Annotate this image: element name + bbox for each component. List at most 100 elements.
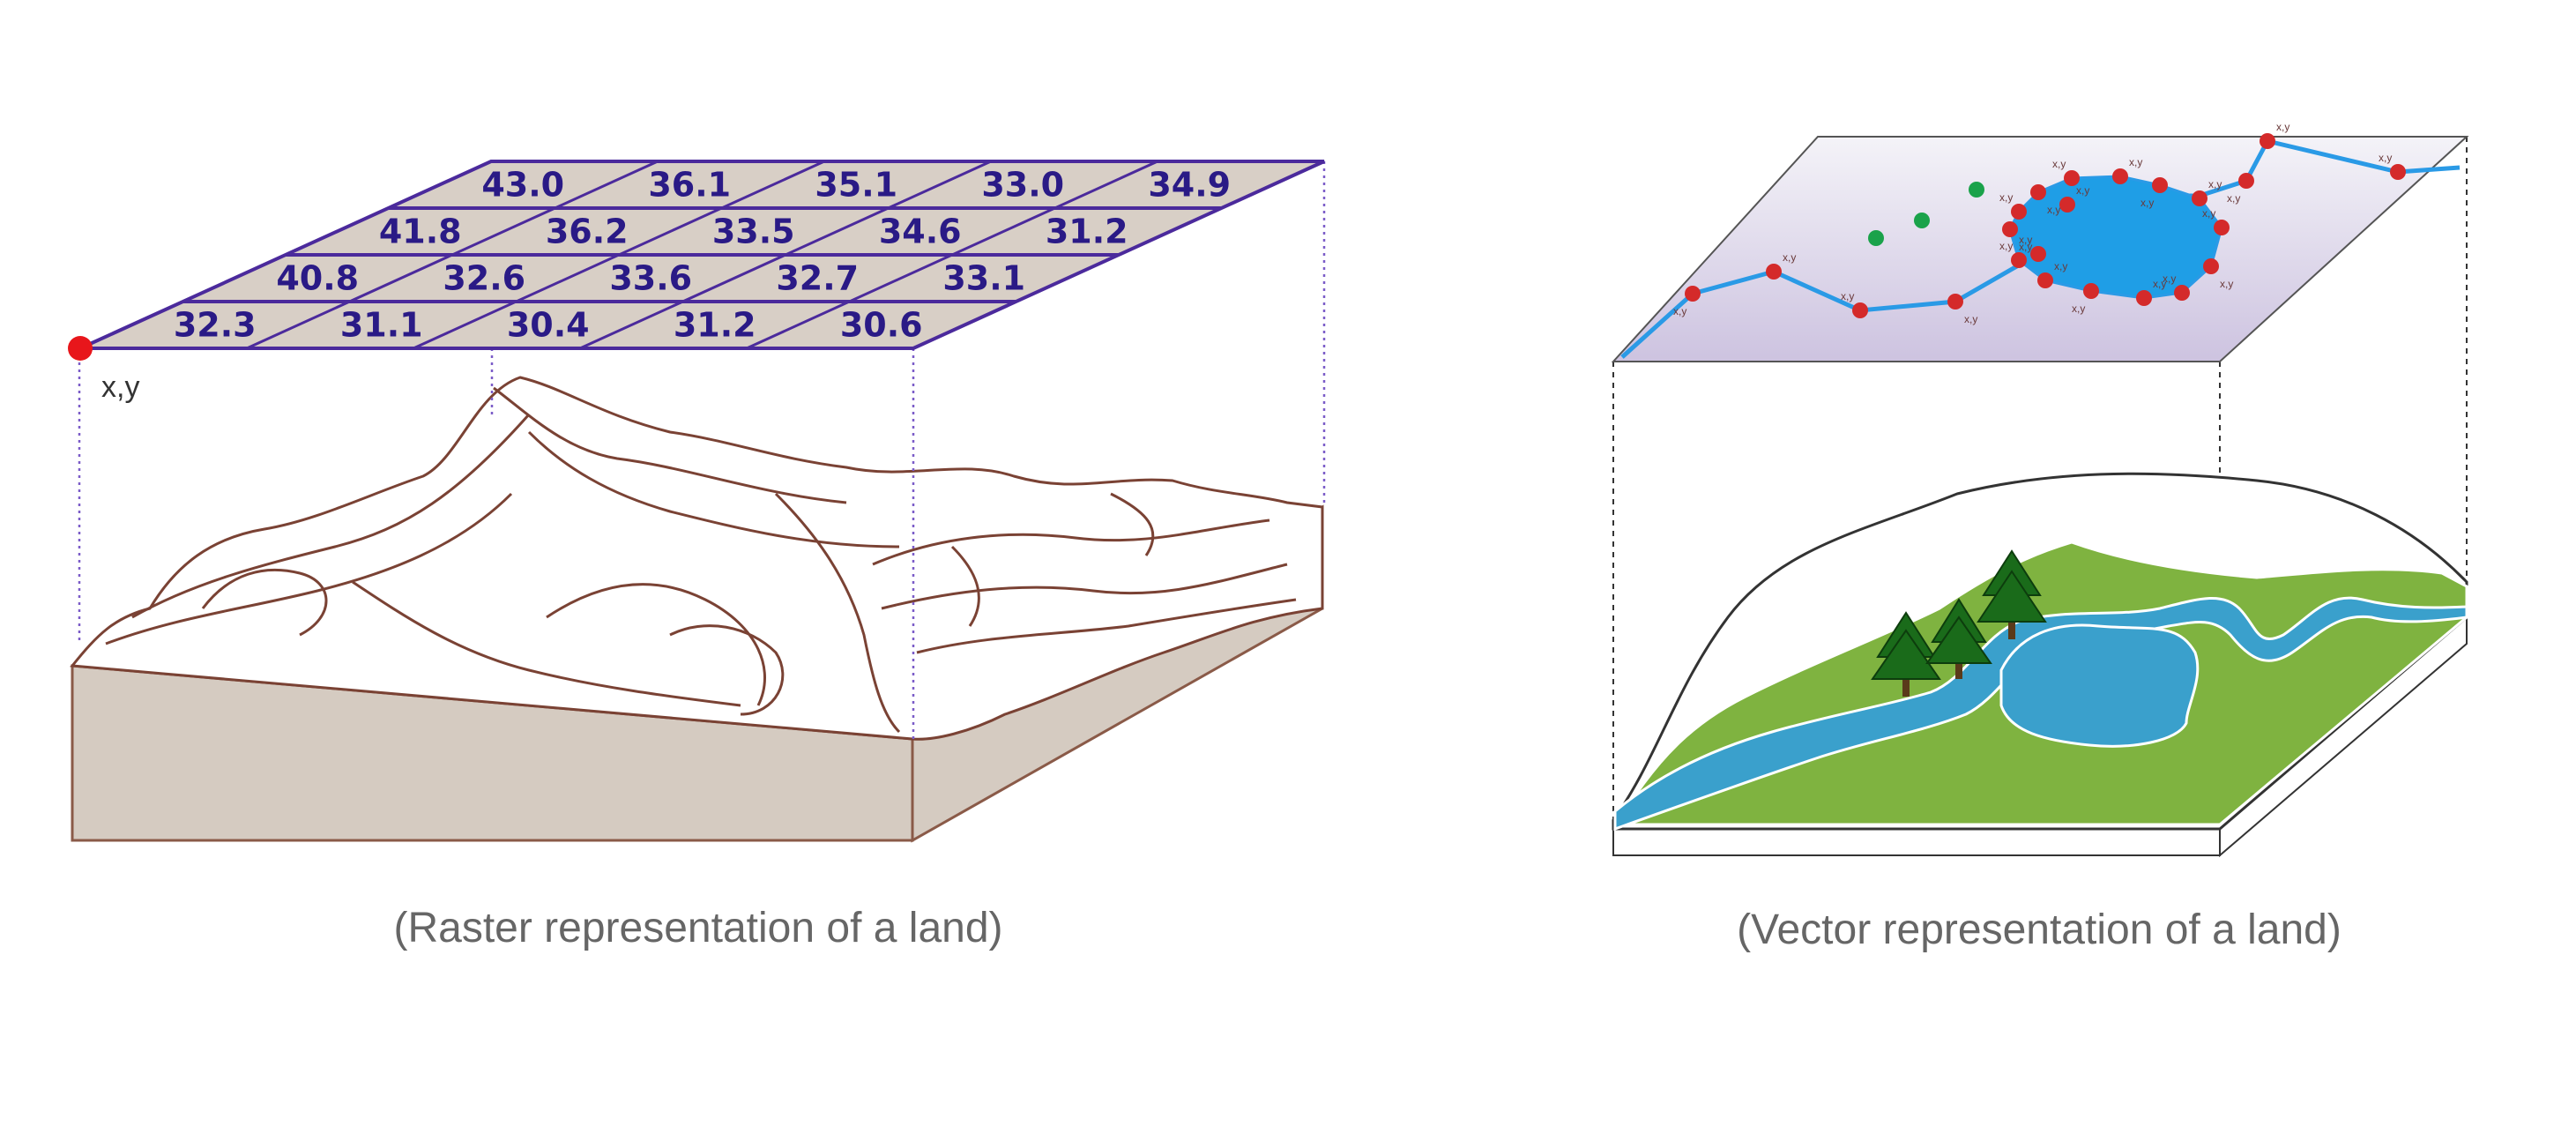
grid-cell-value: 31.2 bbox=[1046, 213, 1128, 251]
point-features bbox=[1868, 182, 1984, 246]
vertex-point bbox=[2064, 170, 2080, 186]
vertex-label: x,y bbox=[2076, 184, 2089, 197]
vertices: x,yx,yx,yx,yx,yx,yx,yx,yx,yx,yx,y x,yx,yx… bbox=[1673, 121, 2406, 325]
contour-line bbox=[881, 563, 1288, 610]
vertex-label: x,y bbox=[2208, 178, 2222, 190]
vertex-label: x,y bbox=[2276, 121, 2289, 133]
tree-icon bbox=[1977, 549, 2047, 639]
contour-line bbox=[105, 492, 513, 645]
vertex-point bbox=[1947, 294, 1963, 310]
vertex-label: x,y bbox=[2054, 260, 2067, 272]
vertex-point bbox=[1766, 264, 1782, 280]
vertex-point bbox=[2011, 204, 2027, 220]
vertex-label: x,y bbox=[2047, 204, 2060, 216]
grid-cell-value: 34.6 bbox=[879, 213, 962, 251]
grid-cell-value: 43.0 bbox=[481, 166, 564, 205]
contour-line bbox=[352, 580, 741, 707]
grid-col-line bbox=[579, 160, 992, 350]
vertex-point bbox=[2390, 164, 2406, 180]
contour-line bbox=[201, 568, 328, 637]
vertex-point bbox=[2192, 190, 2207, 206]
terrain-block bbox=[70, 376, 1324, 843]
vertex-label: x,y bbox=[1964, 313, 1977, 325]
slab-bottom-front bbox=[1612, 828, 2221, 856]
grid-cell-value: 35.1 bbox=[815, 166, 897, 205]
vertex-point bbox=[2174, 285, 2190, 301]
raster-grid: 43.0 36.1 35.1 33.0 34.9 41.8 36.2 33.5 34.6 31.2… bbox=[79, 160, 1325, 350]
green-point bbox=[1914, 213, 1930, 228]
grid-col-line bbox=[413, 160, 825, 350]
vertex-label: x,y bbox=[1999, 191, 2013, 204]
vertex-label: x,y bbox=[1673, 305, 1686, 317]
tree-icon bbox=[1925, 598, 1992, 679]
grid-col-line bbox=[746, 160, 1158, 350]
contour-line bbox=[493, 386, 847, 504]
lake bbox=[1999, 623, 2200, 748]
vertex-label: x,y bbox=[2019, 234, 2032, 246]
vertex-point bbox=[2037, 272, 2053, 288]
vertex-point bbox=[2083, 283, 2099, 299]
contour-line bbox=[546, 583, 766, 706]
grid-cell-value: 32.7 bbox=[776, 259, 859, 298]
trees bbox=[1871, 549, 2047, 697]
grid-cell-value: 30.4 bbox=[507, 306, 590, 345]
land-slab bbox=[1612, 472, 2468, 858]
grid-cell-value: 36.2 bbox=[546, 213, 629, 251]
vertex-point bbox=[2260, 133, 2275, 149]
grid-cell-value: 41.8 bbox=[379, 213, 462, 251]
vertex-point bbox=[2112, 168, 2128, 184]
vertex-label: x,y bbox=[2163, 272, 2176, 285]
raster-diagram: 43.0 36.1 35.1 33.0 34.9 41.8 36.2 33.5 34.6 31.2… bbox=[68, 160, 1326, 951]
grid-cell-value: 40.8 bbox=[276, 259, 359, 298]
vertex-point bbox=[2136, 290, 2152, 306]
raster-caption: (Raster representation of a land) bbox=[393, 905, 1002, 951]
vertex-label: x,y bbox=[2379, 152, 2392, 164]
vertex-point bbox=[2011, 252, 2027, 268]
contour-line bbox=[872, 519, 1270, 566]
vertex-point bbox=[2059, 197, 2075, 213]
vertex-label: x,y bbox=[2072, 302, 2085, 315]
contour-lines bbox=[105, 386, 1297, 734]
vertex-label: x,y bbox=[2019, 241, 2032, 253]
grid-col-line bbox=[246, 160, 659, 350]
vertex-point bbox=[2238, 173, 2254, 189]
vertex-label: x,y bbox=[1783, 251, 1796, 264]
vertex-label: x,y bbox=[2220, 278, 2233, 290]
green-point bbox=[1868, 230, 1884, 246]
grid-cell-value: 31.1 bbox=[340, 306, 423, 345]
contour-line bbox=[131, 414, 531, 619]
vertex-point bbox=[2214, 220, 2230, 235]
grid-cell-value: 33.0 bbox=[981, 166, 1064, 205]
grid-cell-value: 36.1 bbox=[648, 166, 731, 205]
vertex-point bbox=[2030, 184, 2046, 200]
vertex-label: x,y bbox=[2227, 192, 2240, 205]
grid-cell-value: 34.9 bbox=[1148, 166, 1231, 205]
vertex-label: x,y bbox=[2202, 207, 2215, 220]
contour-line bbox=[950, 545, 980, 627]
vertex-point bbox=[1852, 302, 1868, 318]
grid-cell-value: 33.1 bbox=[942, 259, 1025, 298]
origin-dot bbox=[68, 336, 93, 361]
vector-diagram: x,yx,yx,yx,yx,yx,yx,yx,yx,yx,yx,y x,yx,yx… bbox=[1611, 121, 2469, 953]
tree-icon bbox=[1871, 611, 1941, 697]
vector-caption: (Vector representation of a land) bbox=[1737, 906, 2341, 953]
vertex-point bbox=[2030, 246, 2046, 262]
vertex-point bbox=[1685, 286, 1701, 302]
contour-line bbox=[916, 598, 1297, 654]
contour-line bbox=[774, 492, 901, 734]
grid-cell-value: 30.6 bbox=[840, 306, 923, 345]
vertex-point bbox=[2152, 177, 2168, 193]
vertex-label: x,y bbox=[1841, 290, 1854, 302]
vertex-point bbox=[2203, 258, 2219, 274]
vertex-label: x,y bbox=[2129, 156, 2142, 168]
contour-line bbox=[1110, 492, 1155, 556]
terrain-surface bbox=[70, 376, 1324, 741]
vertex-label: x,y bbox=[2153, 278, 2166, 290]
grid-cell-value: 33.6 bbox=[609, 259, 692, 298]
grid-cell-value: 32.6 bbox=[443, 259, 525, 298]
grid-cell-value: 33.5 bbox=[712, 213, 795, 251]
vertex-label: x,y bbox=[2052, 158, 2066, 170]
contour-line bbox=[527, 430, 900, 548]
grid-cell-value: 31.2 bbox=[674, 306, 756, 345]
